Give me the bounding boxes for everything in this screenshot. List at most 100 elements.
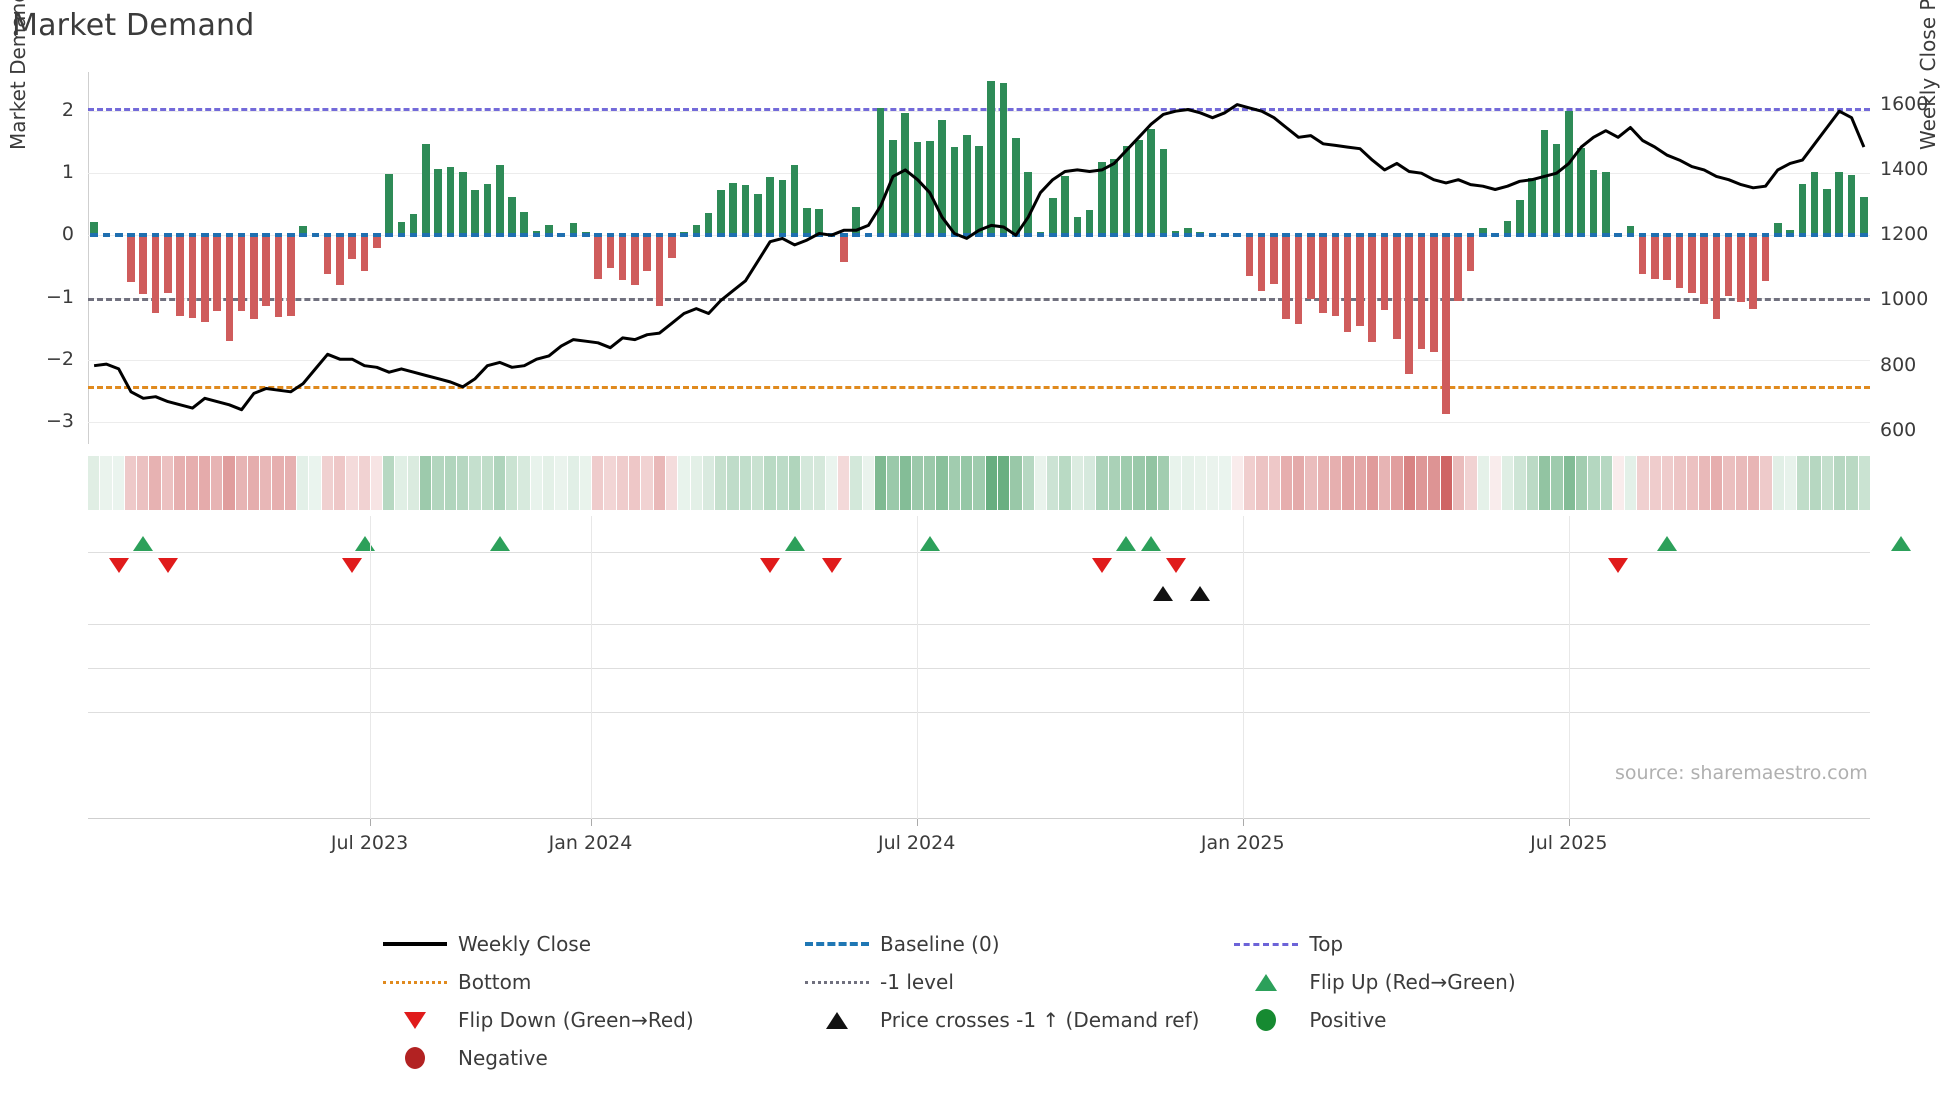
baseline-tick [1405, 233, 1413, 238]
heat-cell [1748, 456, 1760, 510]
baseline-tick [1294, 233, 1303, 238]
demand-bar [1601, 172, 1610, 236]
demand-bar [1171, 230, 1180, 236]
x-guide-line [1568, 516, 1570, 819]
legend-item[interactable]: Top [1231, 925, 1580, 963]
heat-cell [1797, 456, 1809, 510]
demand-bar [643, 235, 651, 271]
demand-bar [520, 211, 529, 236]
demand-bar [1737, 235, 1745, 302]
baseline-tick [901, 233, 910, 238]
baseline-tick [483, 233, 492, 238]
flip-down-marker [1608, 558, 1629, 573]
heat-cell [936, 456, 948, 510]
demand-bar [1503, 220, 1512, 236]
heat-cell [752, 456, 764, 510]
baseline-tick [176, 233, 184, 238]
demand-bar [1122, 146, 1131, 236]
demand-bar [1786, 230, 1794, 236]
baseline-tick [520, 233, 529, 238]
heat-cell [88, 456, 100, 510]
heat-cell [678, 456, 690, 510]
baseline-tick [1761, 233, 1770, 238]
demand-bar [1761, 235, 1770, 282]
heat-cell [383, 456, 395, 510]
heat-cell [112, 456, 124, 510]
baseline-tick [1663, 233, 1672, 238]
baseline-tick [1687, 233, 1696, 238]
heat-cell [395, 456, 407, 510]
demand-bar [1466, 235, 1475, 272]
demand-bar [1577, 148, 1585, 236]
legend-item[interactable]: Price crosses -1 ↑ (Demand ref) [802, 1001, 1231, 1039]
legend-item[interactable]: Flip Up (Red→Green) [1231, 963, 1580, 1001]
heat-cell [1133, 456, 1145, 510]
legend-item[interactable]: Positive [1231, 1001, 1580, 1039]
baseline-tick [1638, 233, 1647, 238]
heat-cell [260, 456, 272, 510]
flip-up-marker [1141, 536, 1162, 551]
demand-bar [950, 147, 959, 236]
y-tick-left: 1 [61, 160, 74, 183]
baseline-tick [164, 233, 172, 238]
legend-label: Top [1309, 932, 1344, 956]
legend-item[interactable]: Negative [380, 1039, 840, 1077]
baseline-tick [102, 233, 111, 238]
baseline-tick [200, 233, 209, 238]
heat-cell [1108, 456, 1120, 510]
baseline-tick [360, 233, 369, 238]
baseline-tick [618, 233, 627, 238]
demand-bar [274, 235, 283, 317]
baseline-tick [1614, 233, 1622, 238]
baseline-tick [1061, 233, 1069, 238]
legend-item[interactable]: Flip Down (Green→Red) [380, 1001, 802, 1039]
legend-item[interactable]: Bottom [380, 963, 802, 1001]
baseline-tick [889, 233, 897, 238]
baseline-tick [790, 233, 799, 238]
flip-up-marker [784, 536, 805, 551]
heat-cell [1698, 456, 1711, 510]
x-axis-line [88, 818, 1870, 819]
heat-cell [579, 456, 592, 510]
heat-cell [1821, 456, 1834, 510]
heat-cell [1858, 456, 1871, 510]
demand-bar [840, 235, 848, 263]
y-tick-left: −3 [45, 410, 74, 433]
heat-cell [739, 456, 752, 510]
heat-cell [1034, 456, 1047, 510]
baseline-tick [1626, 233, 1635, 238]
heat-cell [1440, 456, 1452, 510]
baseline-tick [1343, 233, 1352, 238]
demand-bar [200, 235, 209, 323]
flip-up-marker [919, 536, 940, 551]
heat-cell [948, 456, 961, 510]
demand-bar [164, 235, 172, 294]
demand-bar [1024, 172, 1032, 236]
demand-bar [139, 235, 148, 295]
heat-cell [1084, 456, 1096, 510]
demand-bar [1294, 235, 1303, 324]
legend-row: Negative [380, 1039, 1580, 1077]
baseline-tick [323, 233, 332, 238]
demand-bar [962, 134, 971, 236]
legend-label: Positive [1309, 1008, 1387, 1032]
legend-swatch-icon [1231, 973, 1301, 991]
demand-bar [999, 82, 1008, 236]
baseline-tick [1380, 233, 1389, 238]
legend-item[interactable]: -1 level [802, 963, 1231, 1001]
demand-bar [1552, 144, 1561, 236]
baseline-tick [1393, 233, 1401, 238]
heat-cell [629, 456, 641, 510]
baseline-tick [594, 233, 602, 238]
heat-cell [1243, 456, 1256, 510]
baseline-tick [766, 233, 774, 238]
heat-cell [506, 456, 518, 510]
baseline-tick [643, 233, 651, 238]
baseline-tick [139, 233, 148, 238]
y-tick-left: 0 [61, 223, 74, 246]
heat-cell [1465, 456, 1477, 510]
minus1-reference-line [88, 297, 1870, 301]
y-tick-right: 1200 [1880, 223, 1929, 246]
legend-item[interactable]: Weekly Close [380, 925, 802, 963]
legend-item[interactable]: Baseline (0) [802, 925, 1231, 963]
